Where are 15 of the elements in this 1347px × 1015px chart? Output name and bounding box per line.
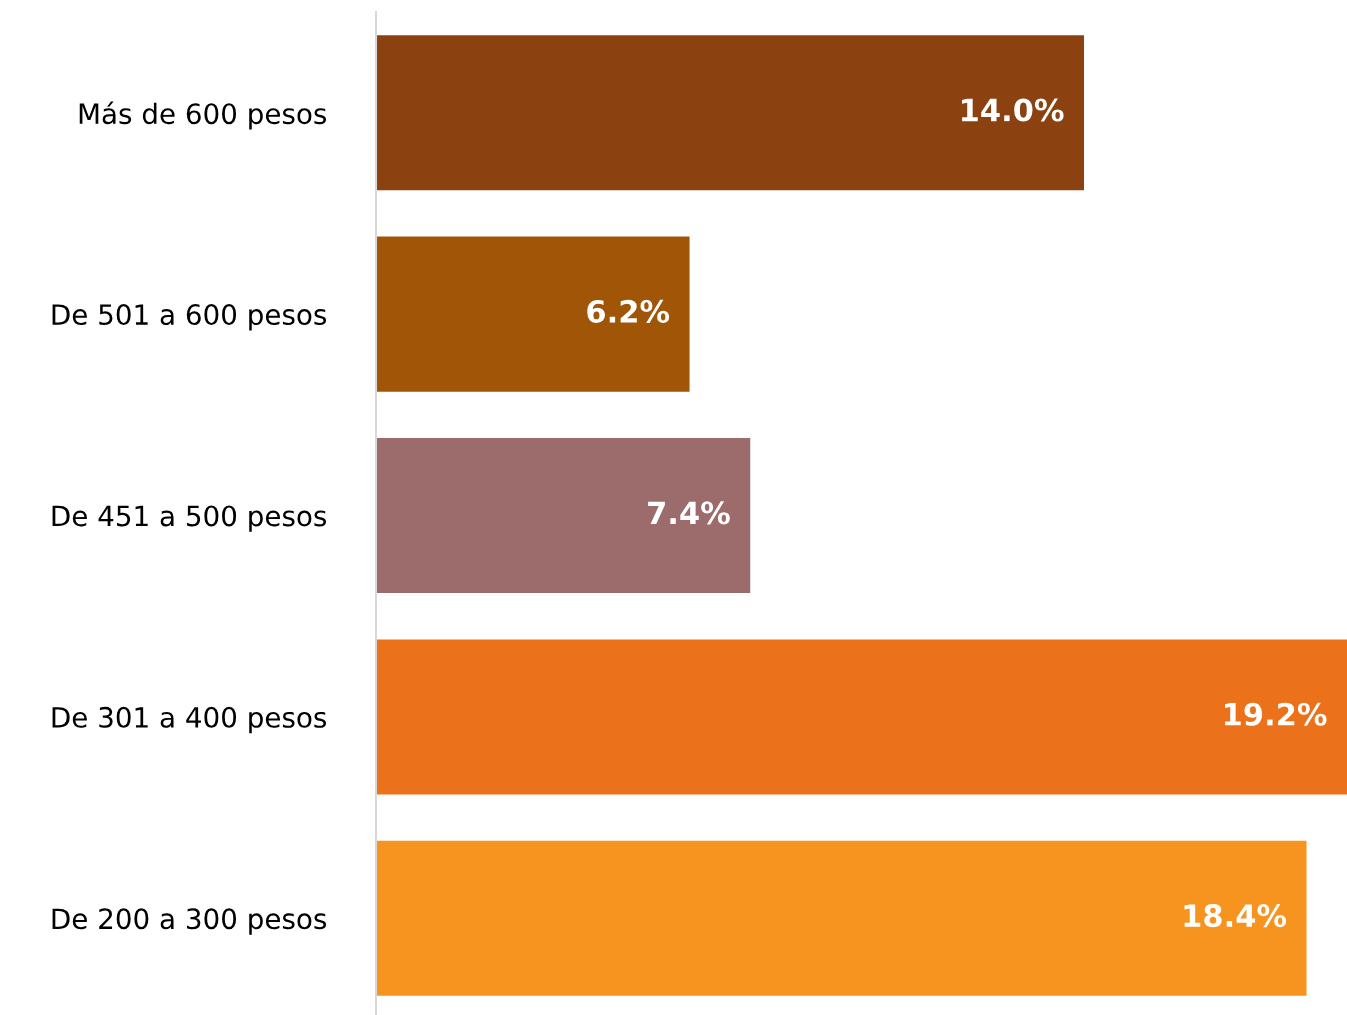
data-label: 7.4% (648, 501, 730, 525)
y-tick-label: De 451 a 500 pesos (52, 505, 327, 532)
y-tick-label: De 301 a 400 pesos (52, 706, 327, 734)
y-tick-label: Más de 600 pesos (79, 101, 327, 130)
data-label: 19.2% (1225, 702, 1327, 726)
data-label: 18.4% (1184, 904, 1287, 928)
y-tick-label: De 501 a 600 pesos (52, 304, 327, 331)
y-tick-label: De 200 a 300 pesos (52, 908, 327, 935)
data-label: 6.2% (587, 299, 670, 323)
bar (376, 35, 1085, 191)
bar (376, 437, 751, 594)
bar (376, 840, 1307, 996)
bar (376, 236, 690, 392)
data-label: 14.0% (962, 98, 1064, 122)
bar (376, 639, 1347, 795)
